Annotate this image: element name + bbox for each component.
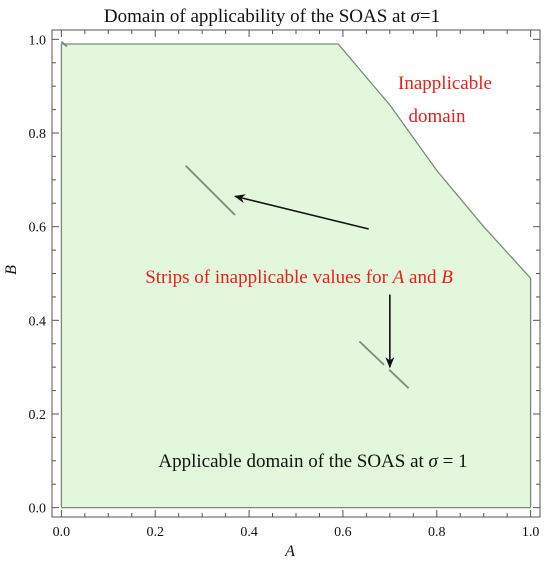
applicable-region — [60, 43, 532, 509]
strips-prefix: Strips of inapplicable values for — [145, 267, 392, 288]
x-tick-label: 0.6 — [334, 525, 352, 540]
inapplicable-strip — [358, 340, 410, 389]
title-suffix: =1 — [420, 6, 440, 27]
x-tick-label: 0.8 — [428, 525, 446, 540]
annotation-strips: Strips of inapplicable values for A and … — [145, 267, 453, 288]
axes: 0.0 0.2 0.4 0.6 0.8 1.0 0.0 0.2 0.4 0.6 0.8 1.0 — [29, 29, 541, 540]
strips-var-a: A — [391, 267, 405, 288]
annotation-inapplicable-line1: Inapplicable — [398, 73, 492, 94]
y-tick-label: 1.0 — [29, 33, 47, 48]
x-axis-label: A — [284, 543, 295, 560]
inapplicable-strip — [185, 165, 236, 216]
y-tick-label: 0.6 — [29, 221, 47, 236]
title-sigma: σ — [411, 6, 421, 27]
inapplicable-strip — [60, 41, 68, 48]
y-tick-label: 0.2 — [29, 408, 47, 423]
annotation-applicable: Applicable domain of the SOAS at σ = 1 — [158, 451, 467, 472]
plot-area — [60, 41, 532, 509]
y-tick-label: 0.8 — [29, 127, 47, 142]
x-tick-label: 0.2 — [146, 525, 164, 540]
x-tick-label: 0.0 — [53, 525, 71, 540]
applicable-prefix: Applicable domain of the SOAS at — [158, 451, 428, 472]
strips-middle: and — [404, 267, 441, 288]
y-tick-label: 0.4 — [29, 314, 47, 329]
x-tick-label: 1.0 — [522, 525, 540, 540]
title-main: Domain of applicability of the SOAS at — [104, 6, 411, 27]
y-axis-label: B — [3, 265, 20, 275]
annotation-inapplicable-line2: domain — [409, 106, 466, 127]
applicable-suffix: = 1 — [438, 451, 468, 472]
y-tick-label: 0.0 — [29, 502, 47, 517]
applicable-sigma: σ — [429, 451, 439, 472]
strips-var-b: B — [441, 267, 453, 288]
chart-title: Domain of applicability of the SOAS at σ… — [104, 6, 440, 27]
x-tick-label: 0.4 — [240, 525, 258, 540]
annotation-arrow — [233, 194, 369, 230]
